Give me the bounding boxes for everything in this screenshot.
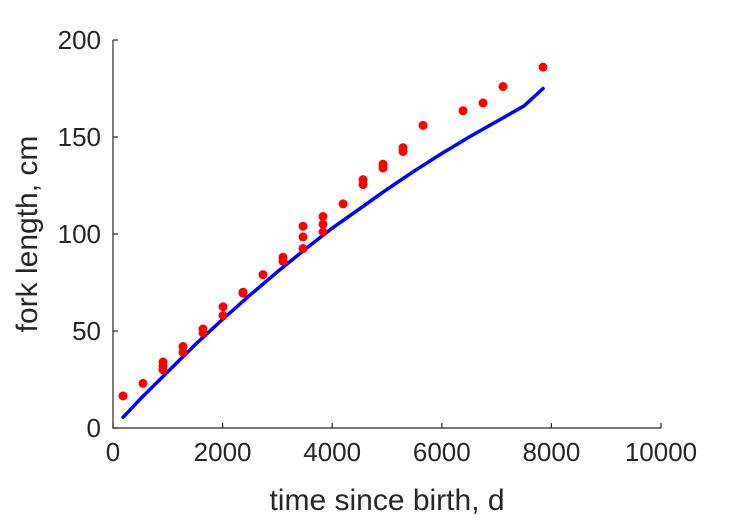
data-point xyxy=(158,365,168,375)
y-tick-label: 0 xyxy=(87,413,101,443)
data-point xyxy=(478,98,488,108)
data-points-group xyxy=(118,62,548,401)
data-point xyxy=(538,62,548,72)
data-point xyxy=(398,147,408,157)
plot-area: 0 2000 4000 6000 8000 10000 0 50 100 150 200 xyxy=(58,25,698,467)
y-tick-label: 100 xyxy=(58,219,101,249)
y-tick-label: 200 xyxy=(58,25,101,55)
data-point xyxy=(418,120,428,130)
y-tick-label: 150 xyxy=(58,122,101,152)
data-point xyxy=(178,347,188,357)
data-point xyxy=(318,227,328,237)
y-axis-tick-labels: 0 50 100 150 200 xyxy=(58,25,101,443)
data-point xyxy=(458,106,468,116)
x-tick-label: 8000 xyxy=(522,437,580,467)
data-point xyxy=(318,212,328,222)
data-point xyxy=(298,221,308,231)
data-point xyxy=(138,378,148,388)
data-point xyxy=(358,180,368,190)
x-tick-label: 4000 xyxy=(303,437,361,467)
x-tick-label: 0 xyxy=(106,437,120,467)
data-point xyxy=(298,232,308,242)
data-point xyxy=(218,302,228,312)
fit-curve-line xyxy=(121,86,545,420)
data-point xyxy=(218,310,228,320)
data-point xyxy=(118,391,128,401)
data-point xyxy=(338,199,348,209)
axes-lines xyxy=(112,40,661,429)
data-point xyxy=(238,288,248,298)
fit-curve-group xyxy=(121,86,545,420)
data-point xyxy=(498,82,508,92)
x-tick-label: 10000 xyxy=(625,437,697,467)
data-point xyxy=(318,219,328,229)
data-point xyxy=(258,270,268,280)
x-tick-label: 6000 xyxy=(413,437,471,467)
data-point xyxy=(198,328,208,338)
y-tick-label: 50 xyxy=(72,316,101,346)
x-axis-ticks xyxy=(112,423,662,428)
x-axis-label: time since birth, d xyxy=(269,484,504,517)
x-axis-tick-labels: 0 2000 4000 6000 8000 10000 xyxy=(106,437,697,467)
data-point xyxy=(278,256,288,266)
data-point xyxy=(378,163,388,173)
x-tick-label: 2000 xyxy=(194,437,252,467)
y-axis-ticks xyxy=(113,39,118,429)
data-point xyxy=(298,244,308,254)
y-axis-label: fork length, cm xyxy=(11,136,44,333)
